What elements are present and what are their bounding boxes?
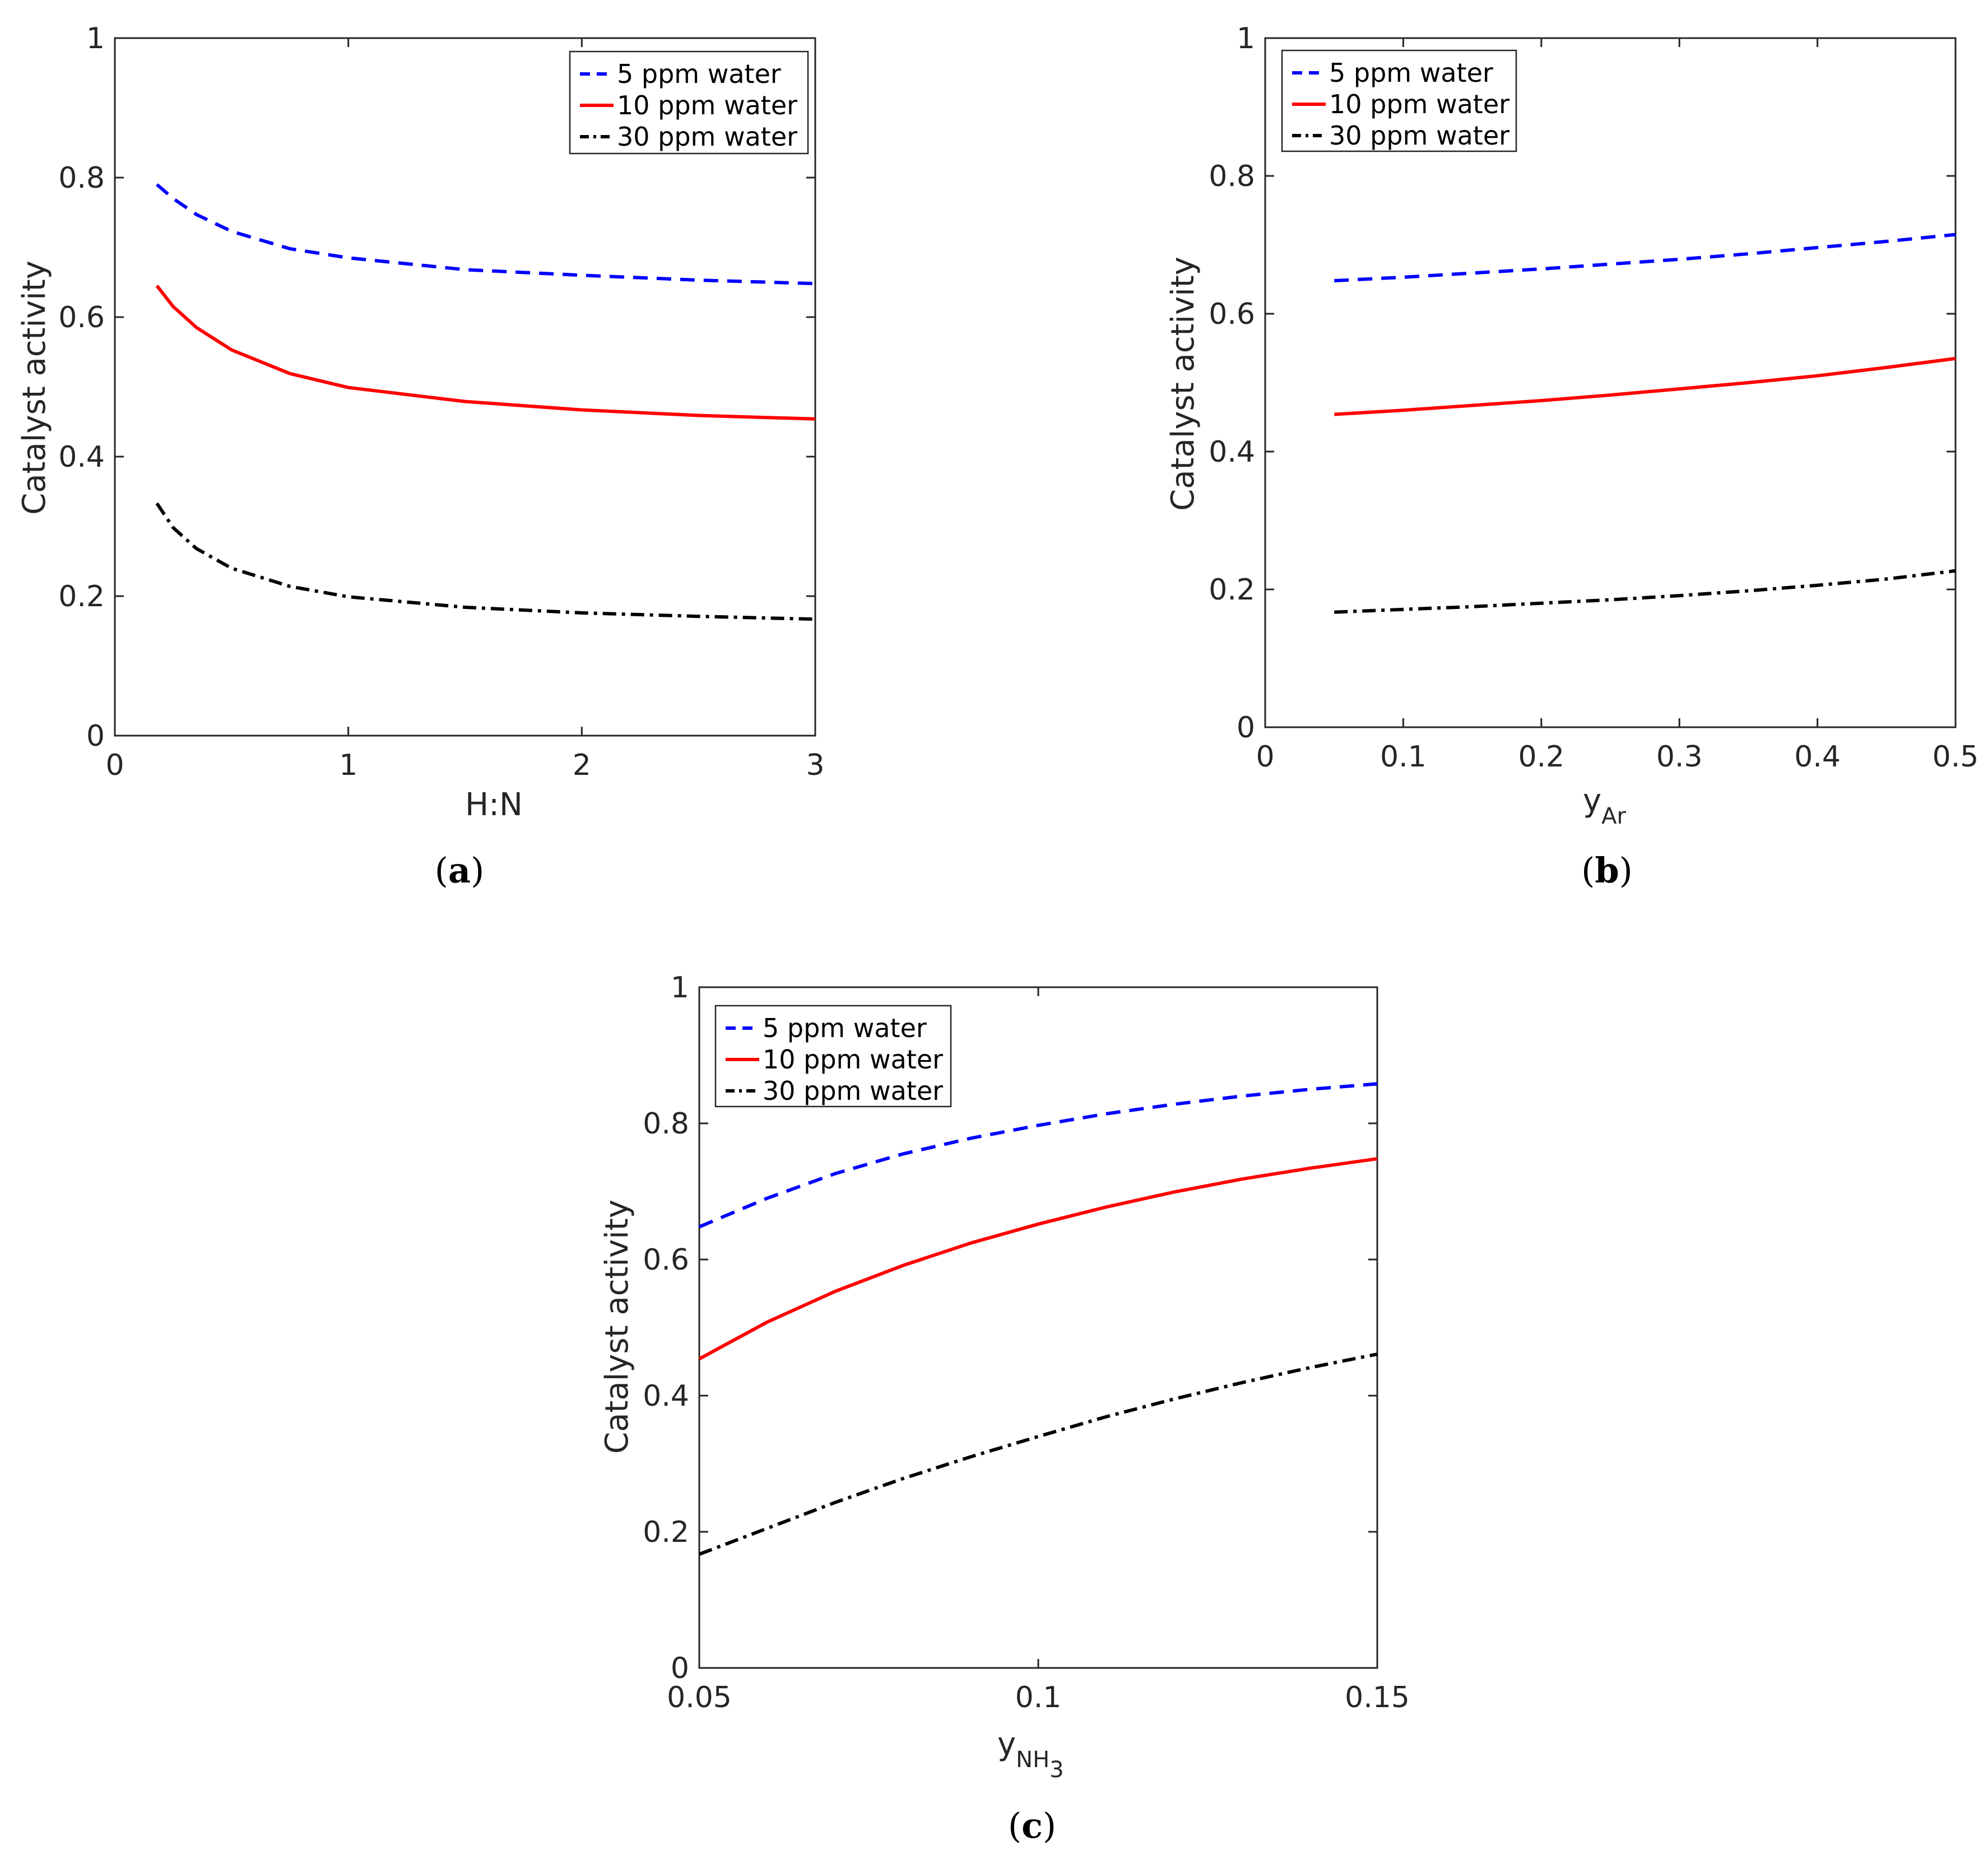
x-tick-label: 0.15 bbox=[1345, 1681, 1410, 1714]
caption-close: ) bbox=[471, 850, 484, 891]
y-tick-label: 0 bbox=[671, 1652, 689, 1685]
plot-frame bbox=[1264, 37, 1957, 728]
y-tick-label: 1 bbox=[671, 971, 689, 1005]
chart-a: 0 0.2 0.4 0.6 0.8 1 0 1 2 3 Catalyst activity H:N 5 … bbox=[16, 22, 825, 891]
legend-label: 30 ppm water bbox=[763, 1076, 943, 1106]
y-tick-label: 1 bbox=[86, 22, 105, 55]
y-tick-label: 0.4 bbox=[58, 440, 105, 474]
caption-open: ( bbox=[435, 850, 448, 891]
x-tick-label: 0.1 bbox=[1380, 740, 1427, 774]
y-tick-label: 0.8 bbox=[1209, 160, 1255, 193]
y-axis-label: Catalyst activity bbox=[599, 1200, 635, 1454]
y-tick-label: 0.2 bbox=[58, 580, 105, 614]
x-tick-label: 1 bbox=[339, 749, 357, 782]
figure-caption: (a) bbox=[435, 850, 485, 891]
caption-letter: c bbox=[1021, 1805, 1043, 1846]
x-axis-label: yAr bbox=[1583, 783, 1627, 829]
series-line-3 bbox=[1334, 569, 1956, 614]
y-tick-label: 0.6 bbox=[58, 301, 105, 334]
series-line-1 bbox=[156, 183, 816, 286]
x-tick-label: 0.5 bbox=[1933, 740, 1979, 774]
legend-label: 30 ppm water bbox=[617, 122, 797, 152]
chart-b: 0 0.2 0.4 0.6 0.8 1 0 0.1 0.2 0.3 0.4 0.5 Catalyst a… bbox=[1165, 22, 1978, 891]
y-tick-label: 0 bbox=[86, 719, 105, 753]
x-axis-label-subscript: NH bbox=[1016, 1747, 1049, 1773]
legend-label: 5 ppm water bbox=[617, 59, 781, 89]
x-tick-label: 0.3 bbox=[1656, 740, 1703, 774]
series-line-1 bbox=[698, 1082, 1378, 1229]
x-axis-label-main: y bbox=[997, 1726, 1016, 1763]
x-tick-label: 2 bbox=[573, 749, 591, 782]
plot-frame bbox=[114, 37, 816, 737]
legend-label: 10 ppm water bbox=[1329, 89, 1509, 119]
y-tick-label: 0.2 bbox=[1209, 573, 1255, 607]
series-line-2 bbox=[698, 1157, 1378, 1361]
x-tick-label: 0.05 bbox=[667, 1681, 732, 1714]
y-tick-label: 0.6 bbox=[643, 1243, 689, 1277]
caption-close: ) bbox=[1043, 1805, 1056, 1846]
caption-letter: a bbox=[448, 850, 471, 891]
y-tick-label: 0.8 bbox=[58, 161, 105, 195]
legend-label: 10 ppm water bbox=[763, 1044, 943, 1075]
legend-label: 5 ppm water bbox=[1329, 58, 1493, 88]
y-tick-label: 0.4 bbox=[643, 1379, 689, 1413]
y-tick-label: 0.4 bbox=[1209, 435, 1255, 469]
x-tick-label: 0.4 bbox=[1794, 740, 1841, 774]
caption-letter: b bbox=[1595, 850, 1619, 891]
y-tick-label: 0 bbox=[1237, 711, 1255, 745]
y-tick-label: 0.8 bbox=[643, 1107, 689, 1141]
caption-close: ) bbox=[1619, 850, 1633, 891]
x-tick-label: 0.2 bbox=[1518, 740, 1564, 774]
x-axis-label-main: H:N bbox=[465, 787, 523, 823]
series-line-1 bbox=[1334, 233, 1956, 282]
caption-open: ( bbox=[1008, 1805, 1021, 1846]
legend-label: 10 ppm water bbox=[617, 90, 797, 120]
legend-label: 5 ppm water bbox=[763, 1013, 927, 1043]
series-line-3 bbox=[155, 502, 816, 621]
caption-open: ( bbox=[1581, 850, 1595, 891]
x-axis-label: H:N bbox=[465, 787, 523, 823]
x-axis-label: yNH3 bbox=[997, 1726, 1064, 1783]
x-axis-label-subsubscript: 3 bbox=[1049, 1757, 1063, 1783]
x-axis-label-subscript: Ar bbox=[1601, 803, 1626, 829]
x-tick-label: 3 bbox=[806, 749, 824, 782]
y-tick-label: 1 bbox=[1237, 22, 1255, 55]
figure-caption: (b) bbox=[1581, 850, 1633, 891]
legend-label: 30 ppm water bbox=[1329, 120, 1509, 151]
series-line-2 bbox=[155, 285, 816, 421]
chart-c: 0 0.2 0.4 0.6 0.8 1 0.05 0.1 0.15 Catalyst activi… bbox=[599, 971, 1410, 1846]
x-tick-label: 0 bbox=[1256, 740, 1274, 774]
series-line-3 bbox=[698, 1352, 1378, 1556]
y-axis-label: Catalyst activity bbox=[1165, 257, 1201, 511]
x-tick-label: 0 bbox=[105, 749, 124, 782]
x-tick-label: 0.1 bbox=[1015, 1681, 1062, 1714]
series-line-2 bbox=[1334, 356, 1956, 416]
y-axis-label: Catalyst activity bbox=[16, 261, 53, 515]
figure-caption: (c) bbox=[1008, 1805, 1056, 1846]
y-tick-label: 0.6 bbox=[1209, 298, 1255, 331]
y-tick-label: 0.2 bbox=[643, 1516, 689, 1549]
x-axis-label-main: y bbox=[1583, 783, 1601, 819]
